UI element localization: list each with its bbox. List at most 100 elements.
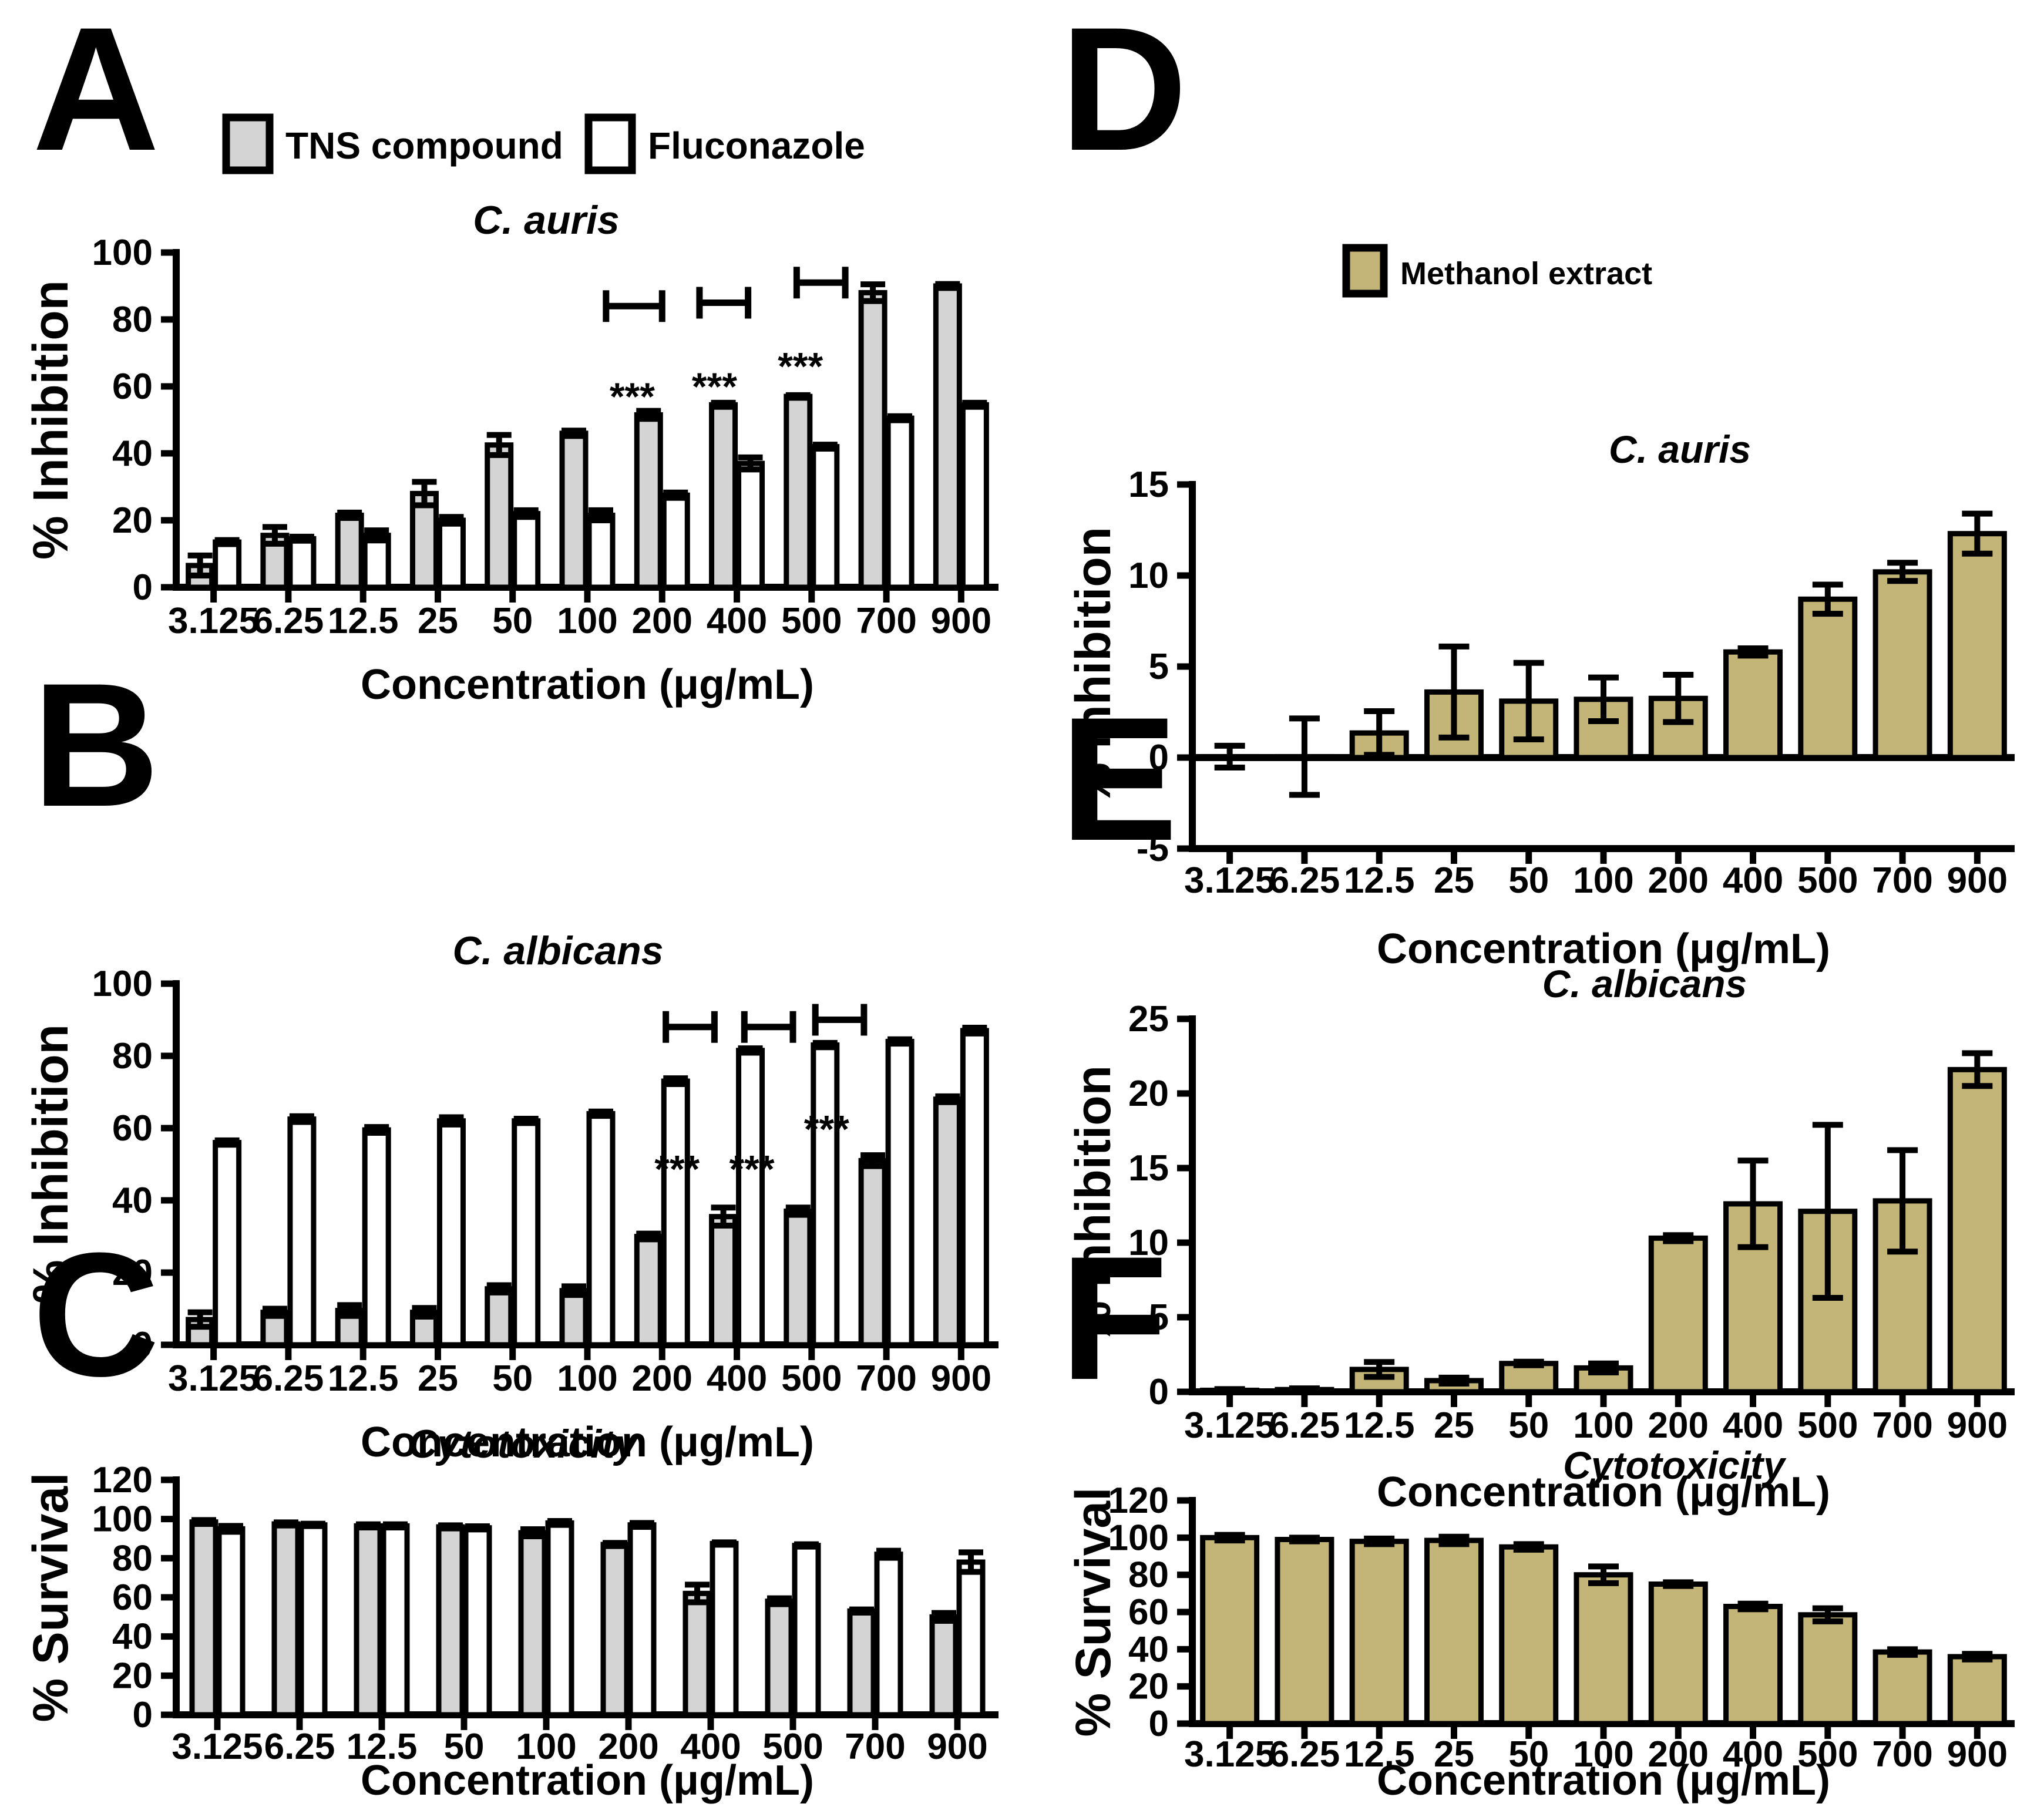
x-tick-label: 900 xyxy=(931,601,991,641)
y-axis-label: % Inhibition xyxy=(1065,527,1121,806)
y-tick-label: 25 xyxy=(1128,999,1169,1039)
bar-fluconazole-12.5 xyxy=(381,1523,410,1718)
x-tick-label: 100 xyxy=(1573,1405,1633,1446)
x-tick-label: 50 xyxy=(444,1727,485,1767)
x-tick-label: 50 xyxy=(1508,1734,1549,1775)
y-tick-label: 0 xyxy=(133,1695,153,1735)
panel-a-c-auris-inhibition: A TNS compound Fluconazole C. auris % Inhibi… xyxy=(23,0,999,708)
bar-methanol-extract-200 xyxy=(1648,1581,1708,1727)
x-tick-label: 3.125 xyxy=(1184,1405,1275,1446)
y-tick-label: 20 xyxy=(112,500,153,541)
x-tick-label: 50 xyxy=(1508,860,1549,901)
y-axis-label: % Survival xyxy=(23,1473,78,1722)
x-tick-label: 25 xyxy=(1434,1405,1474,1446)
bar-methanol-extract-3.125 xyxy=(1200,1535,1260,1727)
bar-fluconazole-700 xyxy=(885,1038,915,1348)
x-tick-label: 25 xyxy=(1434,1734,1474,1775)
bar-methanol-extract-12.5 xyxy=(1349,1539,1409,1727)
y-axis-label: % Survival xyxy=(1065,1488,1121,1737)
bar-fluconazole-100 xyxy=(586,1111,616,1348)
bar-tns-compound-400 xyxy=(709,402,738,590)
significance-stars: *** xyxy=(692,365,737,408)
x-axis-label: Concentration (μg/mL) xyxy=(1377,1469,1830,1516)
bar-tns-compound-100 xyxy=(559,430,589,590)
x-tick-label: 50 xyxy=(492,1358,533,1399)
bar-fluconazole-6.25 xyxy=(287,536,317,590)
bar-fluconazole-25 xyxy=(436,1118,466,1348)
x-tick-label: 100 xyxy=(1573,1734,1633,1775)
y-tick-label: 100 xyxy=(92,1499,153,1540)
bar-fluconazole-25 xyxy=(436,517,466,590)
x-tick-label: 500 xyxy=(1797,1734,1858,1775)
bar-tns-compound-50 xyxy=(485,1286,514,1348)
bar-methanol-extract-100 xyxy=(1574,1572,1633,1727)
x-tick-label: 200 xyxy=(632,1358,692,1399)
y-tick-label: 0 xyxy=(133,567,153,608)
x-tick-label: 900 xyxy=(1947,860,2008,901)
chart-title: C. auris xyxy=(473,198,619,243)
y-tick-label: 100 xyxy=(92,233,153,273)
bar-fluconazole-200 xyxy=(661,1078,690,1348)
x-tick-label: 50 xyxy=(1508,1405,1549,1446)
bar-tns-compound-50 xyxy=(436,1524,465,1718)
bar-methanol-extract-400 xyxy=(1723,649,1783,761)
significance-stars: *** xyxy=(729,1147,774,1190)
bar-methanol-extract-50 xyxy=(1499,1544,1559,1727)
y-tick-label: 20 xyxy=(1128,1074,1169,1114)
x-tick-label: 100 xyxy=(516,1727,576,1767)
bar-fluconazole-6.25 xyxy=(287,1116,317,1348)
bar-fluconazole-500 xyxy=(792,1543,821,1718)
bar-methanol-extract-700 xyxy=(1872,1649,1932,1727)
bar-fluconazole-900 xyxy=(960,1028,989,1348)
x-tick-label: 900 xyxy=(927,1727,987,1767)
y-tick-label: 60 xyxy=(112,1108,153,1149)
bar-tns-compound-700 xyxy=(847,1608,876,1718)
bar-tns-compound-3.125 xyxy=(189,1519,218,1718)
x-tick-label: 50 xyxy=(492,601,533,641)
y-tick-label: 60 xyxy=(1128,1592,1169,1633)
bar-tns-compound-200 xyxy=(634,412,663,590)
x-tick-label: 700 xyxy=(856,1358,916,1399)
x-tick-label: 700 xyxy=(1872,1405,1932,1446)
y-tick-label: 0 xyxy=(1149,738,1169,778)
y-tick-label: 60 xyxy=(112,1577,153,1618)
x-tick-label: 400 xyxy=(1723,860,1783,901)
bar-fluconazole-900 xyxy=(960,402,989,590)
y-tick-label: 5 xyxy=(1149,647,1169,687)
y-tick-label: 0 xyxy=(133,1325,153,1365)
chart-title: Cytotoxicity xyxy=(408,1422,638,1466)
bar-fluconazole-400 xyxy=(736,1048,765,1348)
bar-fluconazole-100 xyxy=(586,512,616,590)
y-tick-label: 80 xyxy=(112,1538,153,1579)
x-tick-label: 700 xyxy=(856,601,916,641)
y-tick-label: 80 xyxy=(1128,1555,1169,1596)
x-tick-label: 6.25 xyxy=(1269,1734,1340,1775)
bar-methanol-extract-200 xyxy=(1648,1235,1708,1395)
bar-fluconazole-50 xyxy=(512,511,541,590)
bar-methanol-extract-500 xyxy=(1798,596,1858,761)
x-tick-label: 6.25 xyxy=(1269,860,1340,901)
bar-tns-compound-400 xyxy=(709,1214,738,1348)
legend-label-1: TNS compound xyxy=(285,124,563,167)
y-tick-label: 0 xyxy=(1149,1372,1169,1412)
x-tick-label: 12.5 xyxy=(1344,860,1415,901)
bar-methanol-extract-400 xyxy=(1723,1604,1783,1727)
x-tick-label: 200 xyxy=(1648,860,1709,901)
x-tick-label: 900 xyxy=(931,1358,991,1399)
x-tick-label: 400 xyxy=(707,601,767,641)
x-tick-label: 200 xyxy=(1648,1405,1709,1446)
bar-tns-compound-100 xyxy=(518,1530,547,1718)
bar-tns-compound-100 xyxy=(559,1288,589,1348)
legend-label-1: Methanol extract xyxy=(1400,256,1652,291)
y-tick-label: 80 xyxy=(112,1036,153,1076)
chart-title: C. albicans xyxy=(1542,962,1747,1005)
x-tick-label: 500 xyxy=(1797,860,1858,901)
y-tick-label: 20 xyxy=(1128,1667,1169,1707)
bar-methanol-extract-25 xyxy=(1424,1537,1484,1727)
x-tick-label: 400 xyxy=(1723,1405,1783,1446)
x-tick-label: 200 xyxy=(632,601,692,641)
panel-e-c-albicans-methanol-inhibition: EC. albicans% Inhibition05101520253.1256… xyxy=(1060,680,2015,1516)
x-axis-label: Concentration (μg/mL) xyxy=(1377,1757,1830,1804)
x-tick-label: 500 xyxy=(781,601,842,641)
x-tick-label: 700 xyxy=(845,1727,905,1767)
